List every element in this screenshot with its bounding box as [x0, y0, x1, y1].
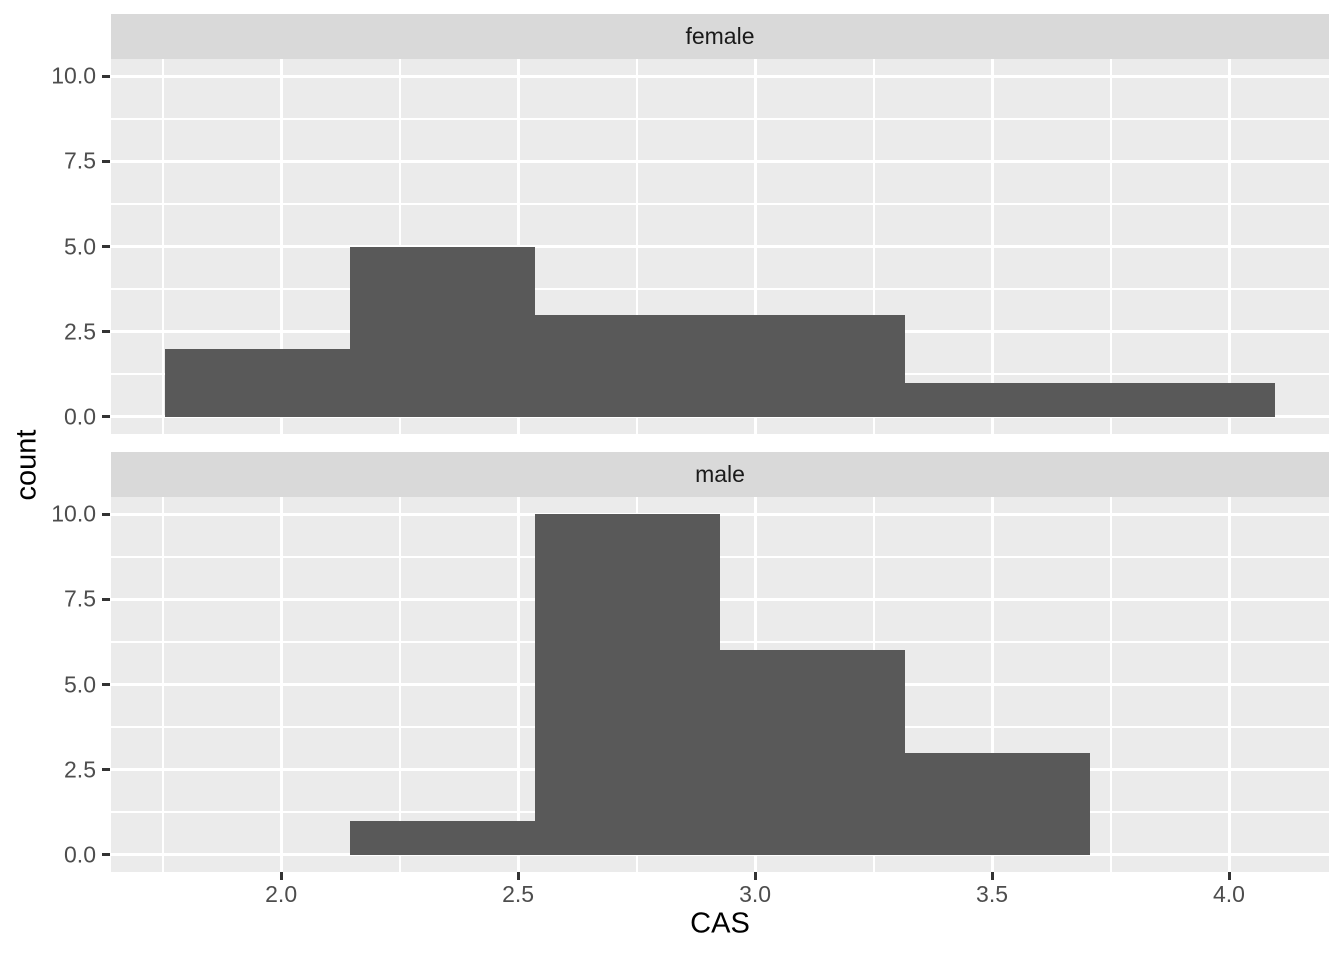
x-axis-tick-mark: [753, 872, 757, 880]
x-axis-tick-mark: [990, 872, 994, 880]
histogram-bar: [720, 315, 905, 417]
histogram-bar: [905, 383, 1090, 417]
histogram-bar: [720, 650, 905, 855]
histogram-bar: [165, 349, 350, 417]
y-axis-tick-mark: [102, 245, 110, 248]
y-axis-tick-label: 10.0: [51, 62, 96, 89]
y-axis-tick-label: 2.5: [64, 318, 96, 345]
x-axis-tick-label: 4.0: [1213, 881, 1245, 907]
x-axis-title: CAS: [690, 907, 750, 940]
facet-strip-male: male: [111, 452, 1329, 497]
y-axis-tick-mark: [102, 683, 110, 686]
gridline-y-major: [111, 597, 1329, 601]
x-axis-tick-label: 3.0: [739, 881, 772, 907]
gridline-y-major: [111, 159, 1329, 163]
x-axis-tick-label: 2.0: [265, 881, 298, 907]
x-axis-tick-label: 2.5: [502, 881, 535, 907]
y-axis-tick-mark: [102, 330, 110, 334]
histogram-bar: [535, 514, 720, 855]
y-axis-tick-label: 0.0: [64, 841, 96, 868]
y-axis-tick-label: 5.0: [64, 671, 96, 697]
y-axis-tick-mark: [102, 415, 110, 419]
gridline-y-major: [111, 245, 1329, 248]
gridline-y-minor: [111, 202, 1329, 205]
x-axis-tick-mark: [1227, 872, 1231, 880]
y-axis-tick-mark: [102, 512, 110, 516]
y-axis-tick-mark: [102, 768, 110, 772]
y-axis-tick-label: 2.5: [64, 756, 96, 783]
x-axis-tick-label: 3.5: [976, 881, 1009, 907]
y-axis-tick-mark: [102, 597, 110, 601]
y-axis-tick-label: 7.5: [64, 147, 96, 174]
y-axis-tick-label: 0.0: [64, 403, 96, 430]
gridline-y-major: [111, 512, 1329, 516]
histogram-bar: [905, 753, 1090, 855]
x-axis-tick-mark: [516, 872, 520, 880]
y-axis-title: count: [10, 429, 43, 501]
gridline-y-minor: [111, 640, 1329, 643]
facet-strip-label-male: male: [695, 461, 745, 487]
x-axis-tick-mark: [279, 872, 283, 880]
y-axis-tick-mark: [102, 159, 110, 163]
y-axis-tick-mark: [102, 853, 110, 857]
facet-strip-label-female: female: [685, 23, 755, 49]
histogram-bar: [535, 315, 720, 417]
facet-strip-female: female: [111, 14, 1329, 59]
histogram-bar: [350, 821, 535, 855]
gridline-y-minor: [111, 555, 1329, 558]
facet-panel-female: [111, 59, 1329, 434]
y-axis-tick-label: 7.5: [64, 585, 96, 612]
gridline-y-major: [111, 74, 1329, 78]
y-axis-tick-label: 5.0: [64, 233, 96, 259]
facet-panel-male: [111, 497, 1329, 872]
gridline-y-minor: [111, 288, 1329, 291]
y-axis-tick-mark: [102, 74, 110, 78]
y-axis-tick-label: 10.0: [51, 500, 96, 527]
histogram-bar: [350, 247, 535, 417]
gridline-y-minor: [111, 117, 1329, 120]
histogram-bar: [1090, 383, 1275, 417]
